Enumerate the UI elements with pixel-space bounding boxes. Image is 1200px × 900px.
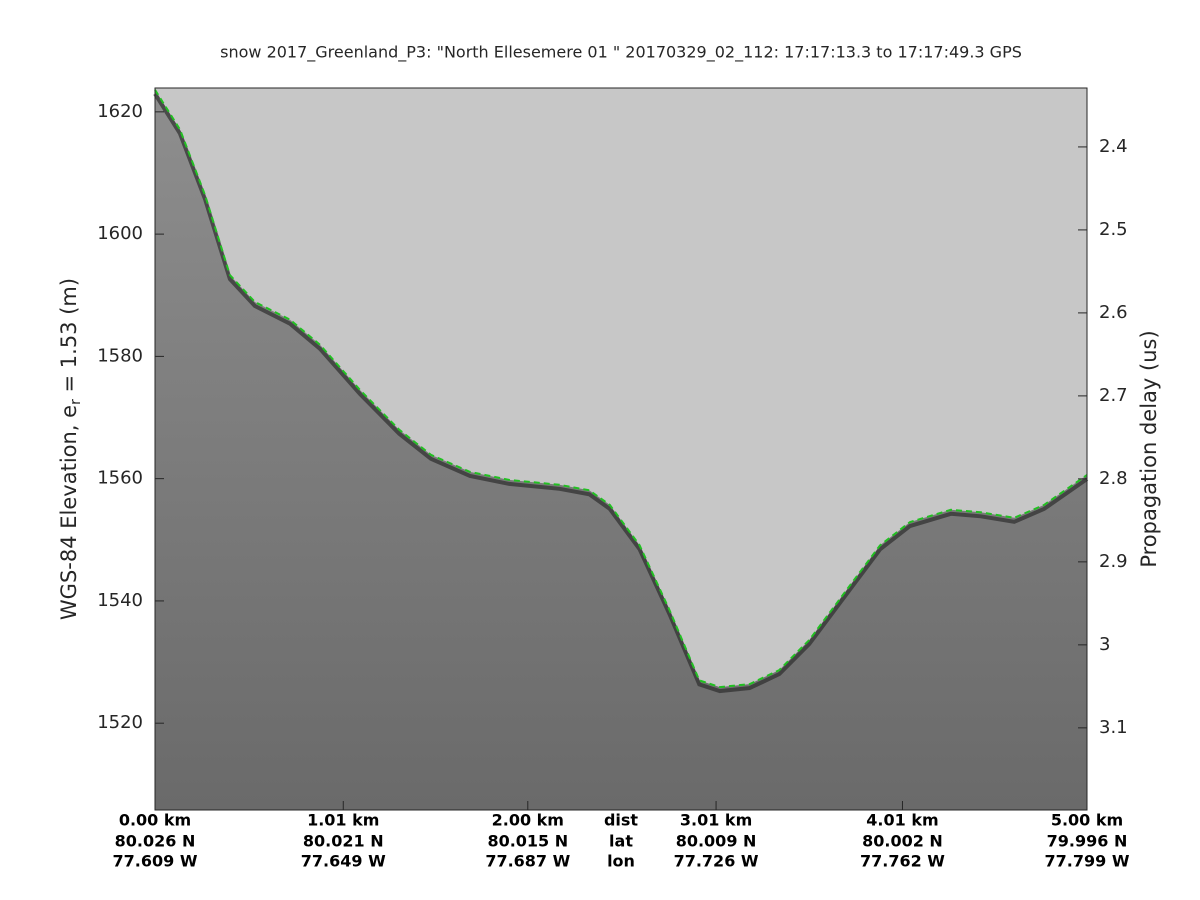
y-label-sub: r (68, 399, 84, 405)
x-tick-label: 5.00 km (1051, 811, 1123, 830)
x-tick-lon: 77.609 W (113, 852, 198, 871)
x-tick-lon: 77.649 W (301, 852, 386, 871)
surface-line (154, 89, 1088, 689)
y2-tick-label: 3.1 (1099, 717, 1128, 738)
y-tick-label: 1600 (97, 223, 143, 244)
y2-tick-label: 2.4 (1099, 136, 1128, 157)
x-tick-lon: 77.726 W (674, 852, 759, 871)
x-tick-lat: 80.015 N (487, 832, 568, 851)
y-tick-label: 1520 (97, 712, 143, 733)
x-tick-lat: 80.026 N (115, 832, 196, 851)
y2-tick-label: 2.7 (1099, 385, 1128, 406)
row-label: lat (609, 832, 633, 851)
x-tick-label: 0.00 km (119, 811, 191, 830)
y-tick-label: 1620 (97, 101, 143, 122)
y-tick-label: 1540 (97, 590, 143, 611)
y-label-rest: = 1.53 (m) (57, 278, 81, 399)
y-axis-label: WGS-84 Elevation, er = 1.53 (m) (57, 278, 84, 620)
plot-frame (154, 87, 1088, 811)
x-tick-lat: 79.996 N (1047, 832, 1128, 851)
row-label: lon (607, 852, 635, 871)
x-tick-label: 1.01 km (307, 811, 379, 830)
x-tick-lat: 80.002 N (862, 832, 943, 851)
y2-tick-label: 2.9 (1099, 551, 1128, 572)
x-tick-label: 3.01 km (680, 811, 752, 830)
subsurface-area (155, 89, 1087, 811)
x-tick-lon: 77.687 W (485, 852, 570, 871)
x-tick-lon: 77.799 W (1045, 852, 1130, 871)
x-tick-label: 2.00 km (492, 811, 564, 830)
surface-echo (153, 92, 1089, 694)
y2-tick-label: 3 (1099, 634, 1110, 655)
y2-tick-label: 2.6 (1099, 302, 1128, 323)
plot-area (153, 89, 1089, 811)
x-tick-label: 4.01 km (866, 811, 938, 830)
y-label-main: WGS-84 Elevation, e (57, 405, 81, 620)
y-tick-label: 1560 (97, 468, 143, 489)
y2-tick-label: 2.5 (1099, 219, 1128, 240)
y2-tick-label: 2.8 (1099, 468, 1128, 489)
x-tick-lon: 77.762 W (860, 852, 945, 871)
y2-axis-label: Propagation delay (us) (1137, 330, 1161, 567)
y-tick-label: 1580 (97, 345, 143, 366)
x-tick-lat: 80.021 N (303, 832, 384, 851)
row-label: dist (604, 811, 638, 830)
chart-title: snow 2017_Greenland_P3: "North Ellesemer… (220, 43, 1022, 63)
x-tick-lat: 80.009 N (676, 832, 757, 851)
